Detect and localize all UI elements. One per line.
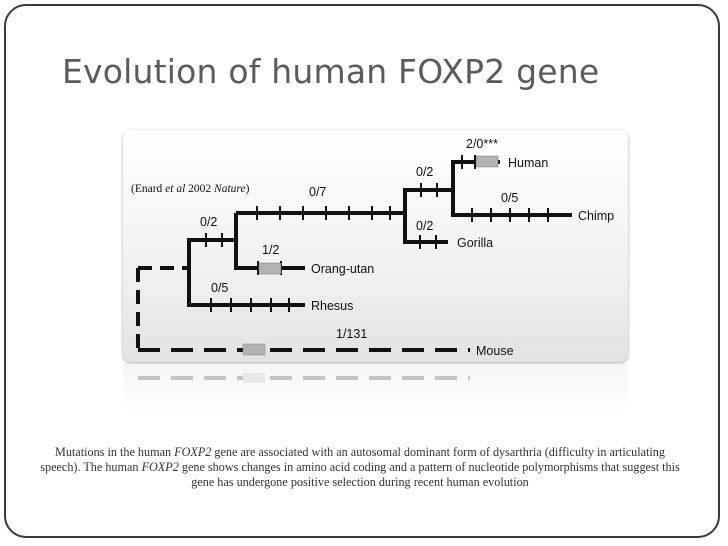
replacement-box-mouse [242, 343, 266, 356]
figure-caption: Mutations in the human FOXP2 gene are as… [40, 445, 680, 489]
species-label-orangutan: Orang-utan [311, 262, 374, 276]
branch-mouse [136, 266, 470, 356]
figure-reflection [123, 364, 628, 414]
slide-title: Evolution of human FOXP2 gene [62, 52, 600, 91]
figure-citation: (Enard et al 2002 Nature) [131, 183, 250, 195]
species-label-rhesus: Rhesus [311, 299, 353, 313]
branch-label-human: 2/0*** [466, 137, 498, 151]
branch-label-mouse: 1/131 [336, 327, 367, 341]
branch-label-rhesus: 0/5 [211, 281, 228, 295]
substitution-ticks [205, 155, 549, 312]
species-label-human: Human [508, 156, 548, 170]
branch-label-great-ape-stem: 0/7 [309, 185, 326, 199]
species-label-chimp: Chimp [578, 209, 614, 223]
species-label-mouse: Mouse [476, 344, 514, 358]
branch-label-orangutan: 1/2 [262, 243, 279, 257]
mouse-branch-reflection [138, 373, 470, 383]
branch-label-gorilla: 0/2 [416, 219, 433, 233]
replacement-box-orangutan [258, 262, 282, 275]
branch-label-ape-stem: 0/2 [200, 215, 217, 229]
replacement-box-human [475, 155, 499, 168]
branch-label-human-chimp-stem: 0/2 [416, 165, 433, 179]
branch-label-chimp: 0/5 [501, 191, 518, 205]
species-label-gorilla: Gorilla [457, 236, 493, 250]
phylogeny-figure [123, 130, 628, 362]
